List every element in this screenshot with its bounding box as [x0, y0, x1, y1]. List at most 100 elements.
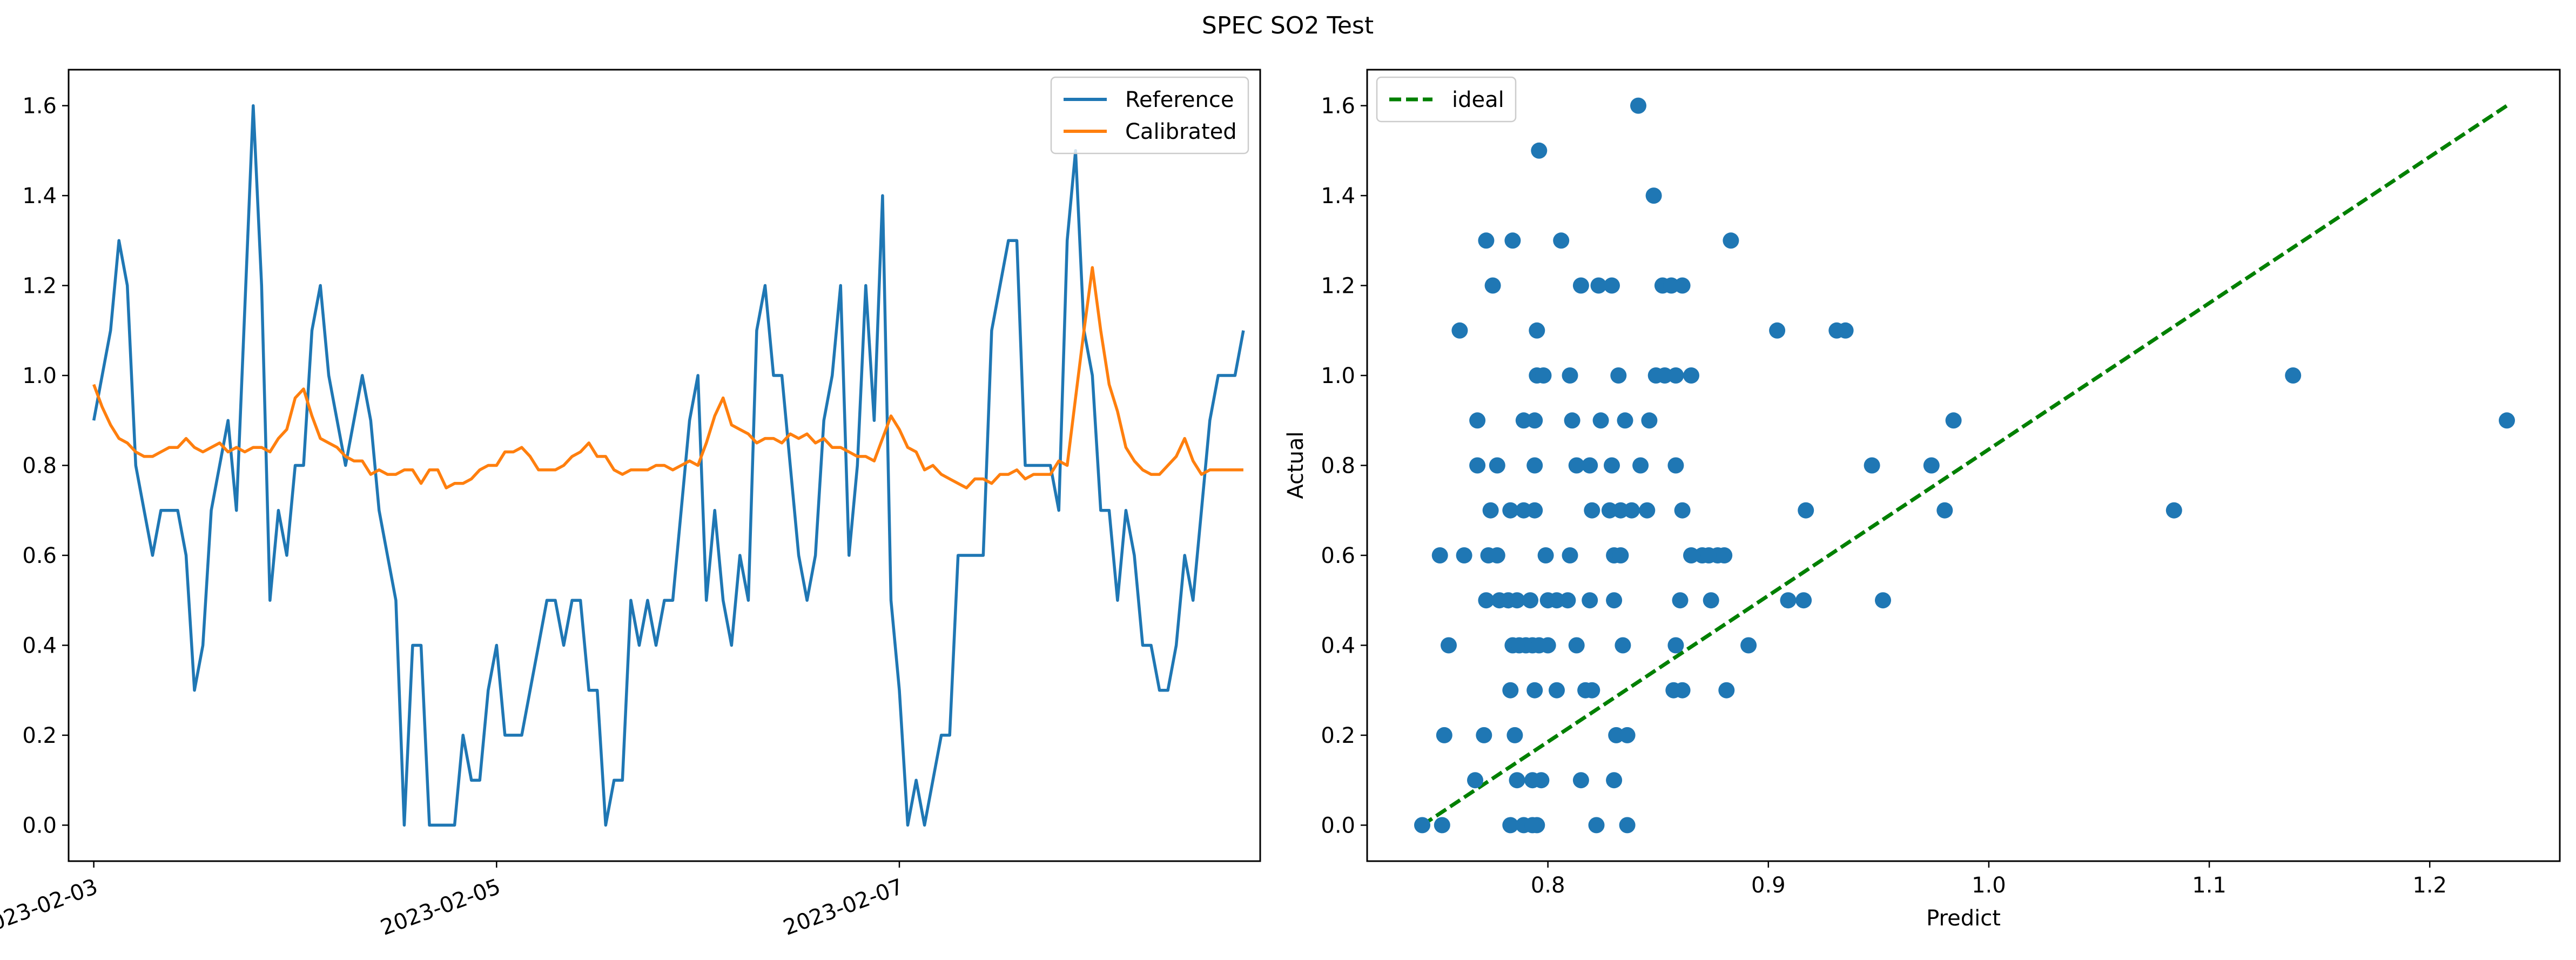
y-tick-label: 1.0	[1321, 364, 1355, 388]
scatter-point	[1674, 502, 1691, 519]
legend-label-reference: Reference	[1125, 88, 1234, 112]
scatter-point	[1431, 547, 1448, 563]
scatter-point	[1780, 592, 1797, 609]
y-tick-label: 0.4	[1321, 633, 1355, 658]
line-chart-y-ticks: 0.0 0.2 0.4 0.6 0.8 1.0 1.2 1.4 1.6	[22, 94, 69, 838]
scatter-point	[1588, 817, 1605, 834]
scatter-point	[1672, 592, 1689, 609]
scatter-point	[1478, 232, 1495, 249]
scatter-point	[1590, 277, 1607, 294]
scatter-point	[1509, 772, 1525, 789]
legend-label-calibrated: Calibrated	[1125, 119, 1237, 144]
scatter-point	[1837, 322, 1854, 339]
y-tick-label: 0.0	[22, 813, 57, 838]
scatter-point	[1526, 682, 1543, 699]
scatter-points-group	[1414, 97, 2515, 834]
scatter-point	[1584, 502, 1600, 519]
y-tick-label: 0.8	[1321, 454, 1355, 479]
scatter-point	[1562, 547, 1578, 563]
scatter-point	[1923, 457, 1940, 474]
x-tick-label: 2023-02-07	[780, 874, 906, 941]
line-chart-panel: 0.00.20.40.60.81.01.21.41.6 2023-02-03 20…	[0, 69, 1261, 941]
scatter-point	[1615, 637, 1631, 654]
scatter-point	[1522, 592, 1538, 609]
scatter-point	[1617, 412, 1633, 429]
scatter-point	[1864, 457, 1880, 474]
scatter-point	[1612, 547, 1629, 563]
scatter-point	[1526, 502, 1543, 519]
scatter-point	[1489, 547, 1505, 563]
scatter-point	[1533, 772, 1550, 789]
scatter-point	[1623, 502, 1640, 519]
scatter-point	[1641, 412, 1658, 429]
x-tick-label: 1.2	[2412, 873, 2447, 898]
x-tick-label: 0.8	[1531, 873, 1565, 898]
scatter-point	[1667, 637, 1684, 654]
y-tick-label: 1.0	[22, 364, 57, 388]
scatter-point	[1667, 367, 1684, 384]
scatter-point	[1630, 97, 1646, 114]
scatter-point	[1639, 502, 1656, 519]
scatter-point	[1506, 727, 1523, 743]
scatter-point	[1683, 367, 1699, 384]
y-tick-label: 0.6	[22, 543, 57, 568]
y-tick-label: 0.8	[22, 454, 57, 479]
scatter-y-axis-label: Actual	[1283, 431, 1308, 499]
scatter-point	[1502, 502, 1519, 519]
y-tick-label: 0.2	[22, 723, 57, 748]
scatter-point	[1549, 682, 1565, 699]
scatter-point	[1484, 277, 1501, 294]
scatter-point	[1476, 727, 1492, 743]
x-tick-label: 0.9	[1751, 873, 1786, 898]
y-tick-label: 1.4	[1321, 184, 1355, 209]
scatter-point	[1716, 547, 1733, 563]
scatter-point	[1667, 457, 1684, 474]
y-tick-label: 1.2	[22, 274, 57, 299]
scatter-chart-axes-frame	[1366, 69, 2561, 862]
scatter-point	[1619, 817, 1636, 834]
legend-label-ideal: ideal	[1452, 88, 1504, 112]
scatter-point	[1592, 412, 1609, 429]
scatter-point	[1795, 592, 1812, 609]
y-tick-label: 1.6	[1321, 94, 1355, 119]
y-tick-label: 0.2	[1321, 723, 1355, 748]
scatter-point	[2499, 412, 2515, 429]
scatter-point	[1535, 367, 1552, 384]
scatter-point	[1539, 637, 1556, 654]
x-tick-label: 1.1	[2192, 873, 2227, 898]
scatter-point	[1531, 142, 1548, 159]
scatter-point	[1553, 232, 1570, 249]
scatter-point	[1610, 367, 1627, 384]
scatter-point	[1584, 682, 1600, 699]
scatter-point	[1526, 457, 1543, 474]
scatter-y-ticks: 0.0 0.2 0.4 0.6 0.8 1.0 1.2 1.4 1.6	[1321, 94, 1367, 838]
scatter-point	[1529, 817, 1545, 834]
scatter-point	[1703, 592, 1719, 609]
line-series-group	[92, 104, 1245, 827]
scatter-point	[1606, 772, 1623, 789]
scatter-point	[1606, 592, 1623, 609]
scatter-point	[1502, 817, 1519, 834]
scatter-point	[1619, 727, 1636, 743]
scatter-point	[1582, 592, 1598, 609]
scatter-point	[1601, 502, 1618, 519]
scatter-point	[1740, 637, 1757, 654]
scatter-point	[1469, 412, 1486, 429]
scatter-point	[1482, 502, 1499, 519]
scatter-point	[2285, 367, 2302, 384]
scatter-point	[1478, 592, 1495, 609]
scatter-point	[1604, 277, 1620, 294]
scatter-point	[1489, 457, 1505, 474]
scatter-point	[1674, 682, 1691, 699]
y-tick-label: 0.6	[1321, 543, 1355, 568]
scatter-point	[1441, 637, 1457, 654]
x-tick-label: 1.0	[1972, 873, 2006, 898]
scatter-x-ticks: 0.8 0.9 1.0 1.1 1.2	[1531, 861, 2447, 898]
scatter-point	[1572, 277, 1589, 294]
scatter-point	[1504, 232, 1521, 249]
scatter-point	[1674, 277, 1691, 294]
scatter-point	[1509, 592, 1525, 609]
suptitle: SPEC SO2 Test	[1202, 12, 1374, 39]
scatter-point	[1434, 817, 1450, 834]
